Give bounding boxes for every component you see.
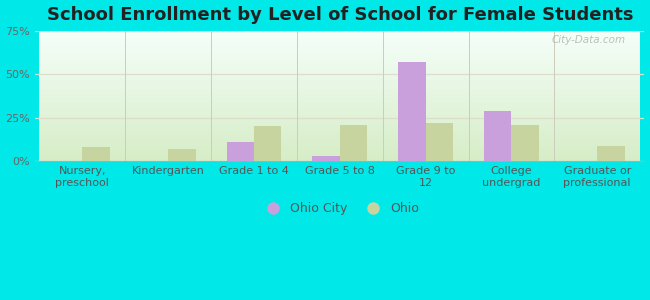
Bar: [426, 123, 453, 161]
Bar: [83, 147, 110, 161]
Text: City-Data.com: City-Data.com: [552, 34, 626, 45]
Bar: [254, 126, 281, 161]
Bar: [340, 124, 367, 161]
Title: School Enrollment by Level of School for Female Students: School Enrollment by Level of School for…: [47, 6, 633, 24]
Bar: [484, 111, 512, 161]
Bar: [313, 156, 340, 161]
Legend: Ohio City, Ohio: Ohio City, Ohio: [255, 197, 424, 220]
Bar: [227, 142, 254, 161]
Bar: [398, 62, 426, 161]
Bar: [512, 124, 539, 161]
Bar: [597, 146, 625, 161]
Bar: [168, 149, 196, 161]
